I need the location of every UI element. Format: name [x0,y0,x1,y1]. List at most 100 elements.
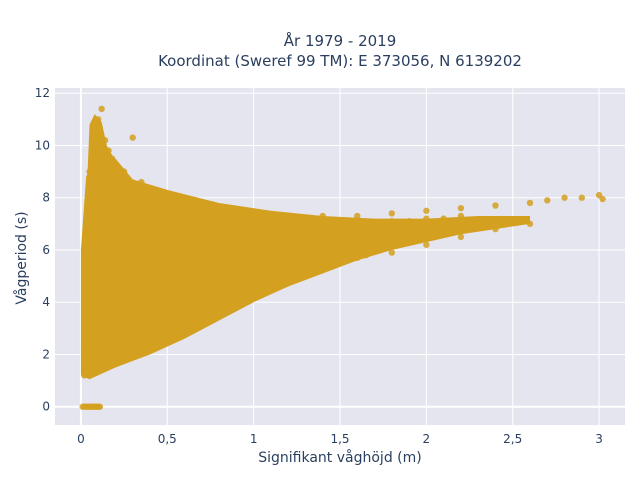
data-point [423,215,430,222]
y-axis-label: Vågperiod (s) [13,211,30,304]
data-point [284,231,292,238]
data-points [79,105,606,410]
data-point [423,241,430,248]
data-point [115,199,123,207]
data-point [103,189,111,196]
data-point [319,236,326,243]
data-point [91,129,98,136]
data-point [94,299,102,306]
data-point [91,335,98,342]
data-point [100,322,107,329]
data-point [164,265,171,272]
data-point [146,291,154,298]
data-point [354,212,361,220]
point-density-cloud [80,114,530,380]
y-axis-ticks: 0 2 4 6 8 10 12 [35,86,50,413]
data-point [155,223,162,230]
data-point [129,272,136,280]
data-point [164,249,171,256]
data-point [98,353,105,361]
data-point [112,173,119,181]
data-point [181,259,188,267]
data-point [354,228,361,235]
data-point [129,335,136,342]
data-point [91,220,98,228]
data-point [129,346,136,353]
data-point [336,220,344,228]
data-point [112,312,119,319]
data-point [164,238,171,246]
x-axis-label: Signifikant våghöjd (m) [258,449,421,466]
data-point [267,238,275,246]
data-point [233,212,240,220]
data-point [578,194,586,201]
data-point [267,223,275,230]
data-point [259,280,266,288]
data-point [86,168,93,175]
data-point [233,225,240,233]
data-point [86,312,93,319]
x-tick-label: 2 [423,432,431,446]
x-tick-label: 0 [77,432,85,446]
data-point [181,228,188,235]
data-point [215,218,223,225]
data-point [138,191,145,199]
data-point [112,346,119,353]
data-point [146,197,154,204]
data-point [233,241,240,248]
data-point [105,317,112,324]
data-point [103,168,111,175]
data-point [181,238,188,246]
data-point [302,223,309,230]
data-point [302,231,309,238]
data-point [198,236,206,243]
data-point [129,301,136,309]
data-point [181,220,188,228]
data-point [120,168,128,175]
y-tick-label: 8 [42,191,50,205]
data-point [215,244,223,251]
data-point [98,194,105,201]
data-point [250,233,257,241]
y-tick-label: 0 [42,400,50,414]
data-point [138,215,145,222]
data-point [138,296,145,303]
data-point [284,267,292,275]
data-point [103,351,111,358]
data-point [526,220,534,228]
data-point [250,272,257,280]
data-point [250,215,257,222]
data-point [336,257,344,264]
data-point [103,364,111,371]
data-point [94,116,102,123]
main-density-wedge [80,150,530,380]
data-point [284,238,292,246]
data-point [284,215,292,222]
data-point [94,155,102,162]
data-point [82,351,90,358]
data-point [198,244,206,251]
data-point [319,228,326,235]
data-point [120,340,128,348]
data-point [215,236,223,243]
data-point [129,210,136,217]
data-point [94,272,102,280]
data-point [146,267,154,275]
data-point [120,181,128,188]
data-point [112,265,119,272]
data-point [112,194,119,201]
data-point [215,225,223,233]
data-point [233,251,240,259]
data-point [94,327,102,335]
data-point [544,197,551,204]
data-point [215,210,223,217]
data-point [371,220,378,228]
x-tick-label: 0,5 [158,432,177,446]
x-tick-label: 1,5 [330,432,349,446]
data-point [492,225,499,233]
data-point [250,249,257,256]
data-point [423,207,430,214]
data-point [146,251,154,259]
data-point [267,218,275,225]
